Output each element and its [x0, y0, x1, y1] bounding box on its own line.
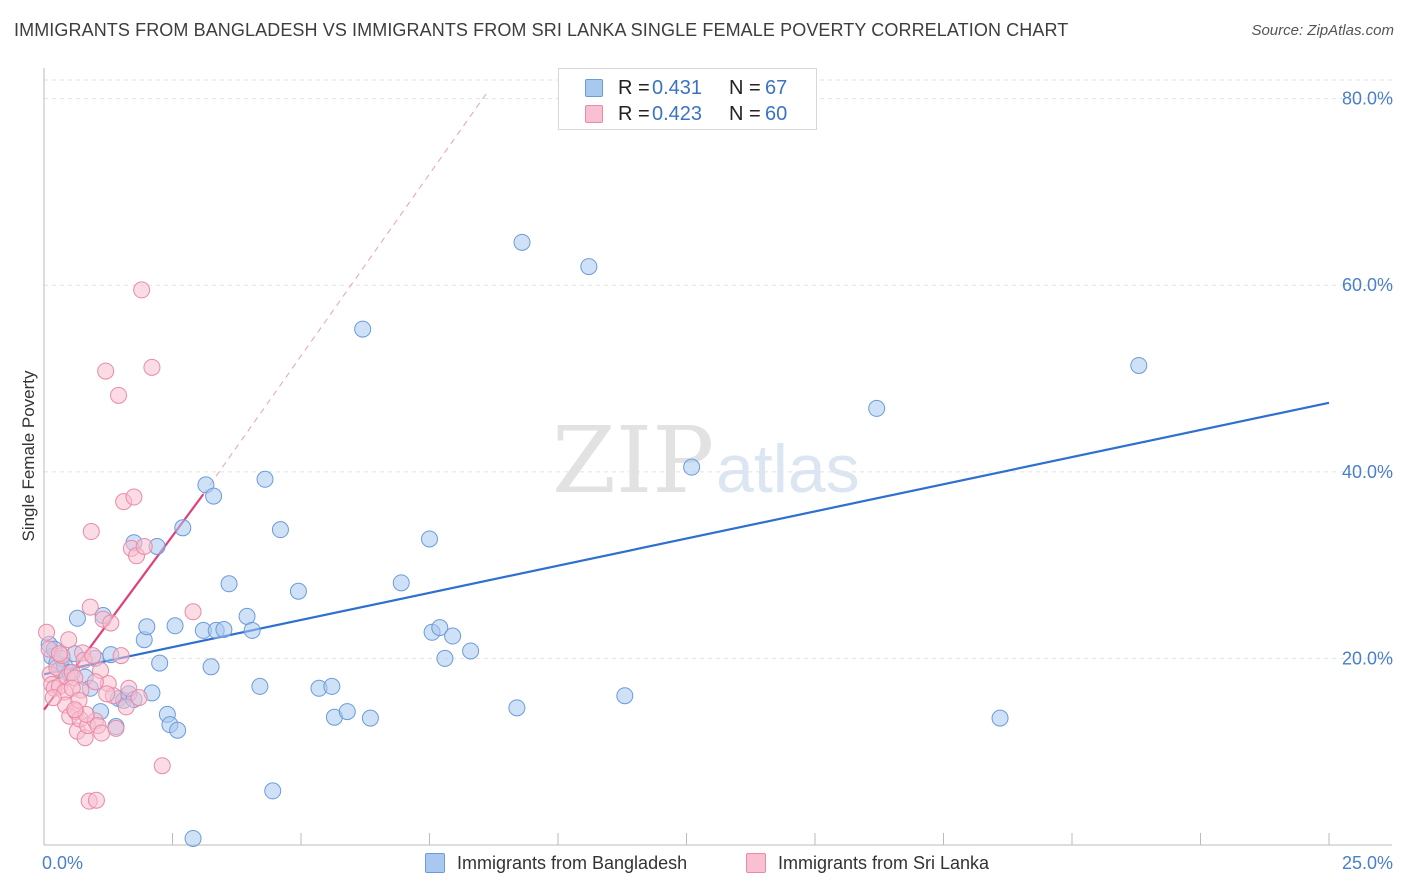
point-bangladesh: [361, 709, 379, 727]
watermark-atlas: atlas: [716, 431, 860, 507]
point-bangladesh: [508, 699, 526, 717]
point-sri-lanka: [60, 631, 78, 649]
y-tick-label: 80.0%: [1342, 89, 1393, 109]
point-bangladesh: [184, 829, 202, 847]
data-points: [38, 233, 1148, 847]
point-bangladesh: [138, 618, 156, 636]
point-bangladesh: [1130, 356, 1148, 374]
y-axis-label: Single Female Poverty: [19, 370, 38, 542]
point-bangladesh: [616, 687, 634, 705]
chart-source: Source: ZipAtlas.com: [1251, 22, 1394, 39]
point-bangladesh: [256, 470, 274, 488]
point-sri-lanka: [81, 598, 99, 616]
point-sri-lanka: [107, 719, 125, 737]
point-bangladesh: [220, 575, 238, 593]
point-sri-lanka: [98, 685, 116, 703]
point-sri-lanka: [133, 281, 151, 299]
point-bangladesh: [151, 654, 169, 672]
bottom-legend-swatch-bangladesh: [425, 853, 445, 873]
point-bangladesh: [513, 233, 531, 251]
axes: [43, 68, 1392, 846]
legend-r-label: R =: [618, 77, 650, 99]
correlation-legend: R = 0.431 N = 67 R = 0.423 N = 60: [558, 68, 817, 130]
bottom-legend-label-sri-lanka: Immigrants from Sri Lanka: [778, 853, 990, 873]
point-bangladesh: [444, 627, 462, 645]
chart-title: IMMIGRANTS FROM BANGLADESH VS IMMIGRANTS…: [14, 20, 1069, 40]
trend-line-sri-lanka-extension: [202, 93, 487, 495]
x-tick-label: 0.0%: [42, 853, 83, 873]
point-bangladesh: [215, 620, 233, 638]
legend-swatch-sri-lanka: [585, 105, 603, 123]
point-sri-lanka: [125, 488, 143, 506]
legend-n-label: N =: [729, 77, 761, 99]
y-tick-label: 20.0%: [1342, 648, 1393, 668]
legend-n-label: N =: [729, 103, 761, 125]
point-bangladesh: [683, 458, 701, 476]
y-tick-label: 60.0%: [1342, 275, 1393, 295]
point-bangladesh: [202, 658, 220, 676]
point-bangladesh: [421, 530, 438, 548]
bottom-legend-label-bangladesh: Immigrants from Bangladesh: [457, 853, 688, 873]
point-bangladesh: [251, 677, 269, 695]
point-sri-lanka: [93, 724, 111, 742]
point-bangladesh: [338, 703, 356, 721]
legend-r-label: R =: [618, 103, 650, 125]
point-bangladesh: [868, 399, 886, 417]
point-sri-lanka: [87, 791, 105, 809]
point-bangladesh: [68, 609, 86, 627]
point-bangladesh: [323, 677, 341, 695]
point-sri-lanka: [112, 647, 130, 665]
point-sri-lanka: [184, 603, 202, 621]
point-bangladesh: [462, 642, 480, 660]
legend-r-value: 0.431: [652, 77, 703, 99]
x-tick-label: 25.0%: [1342, 853, 1393, 873]
point-sri-lanka: [66, 701, 84, 719]
point-sri-lanka: [143, 358, 161, 376]
point-sri-lanka: [102, 614, 120, 632]
point-bangladesh: [354, 320, 372, 338]
legend-r-value: 0.423: [652, 103, 703, 125]
point-sri-lanka: [117, 698, 135, 716]
bottom-legend-swatch-sri-lanka: [746, 853, 766, 873]
legend-swatch-bangladesh: [585, 79, 603, 97]
y-tick-label: 40.0%: [1342, 462, 1393, 482]
point-sri-lanka: [84, 647, 102, 665]
point-bangladesh: [392, 574, 410, 592]
point-bangladesh: [174, 519, 192, 537]
point-bangladesh: [271, 521, 289, 539]
legend-n-value: 67: [765, 77, 788, 99]
point-bangladesh: [166, 617, 184, 635]
point-sri-lanka: [38, 623, 56, 641]
point-sri-lanka: [135, 537, 153, 555]
point-bangladesh: [580, 258, 598, 276]
point-sri-lanka: [130, 689, 148, 707]
point-bangladesh: [205, 487, 223, 505]
point-bangladesh: [169, 721, 187, 739]
tick-labels: 20.0% 40.0% 60.0% 80.0% 0.0% 25.0%: [42, 89, 1393, 873]
point-sri-lanka: [82, 523, 100, 541]
point-bangladesh: [436, 649, 454, 667]
point-sri-lanka: [44, 689, 62, 707]
trend-lines: [43, 93, 1330, 711]
point-sri-lanka: [153, 757, 171, 775]
point-sri-lanka: [50, 645, 68, 663]
point-bangladesh: [243, 621, 261, 639]
point-sri-lanka: [86, 673, 104, 691]
point-bangladesh: [431, 619, 449, 637]
point-bangladesh: [991, 709, 1009, 727]
point-sri-lanka: [110, 386, 128, 404]
point-bangladesh: [264, 782, 282, 800]
point-bangladesh: [289, 582, 307, 600]
point-sri-lanka: [97, 362, 115, 380]
legend-n-value: 60: [765, 103, 788, 125]
grid: [44, 79, 1392, 659]
